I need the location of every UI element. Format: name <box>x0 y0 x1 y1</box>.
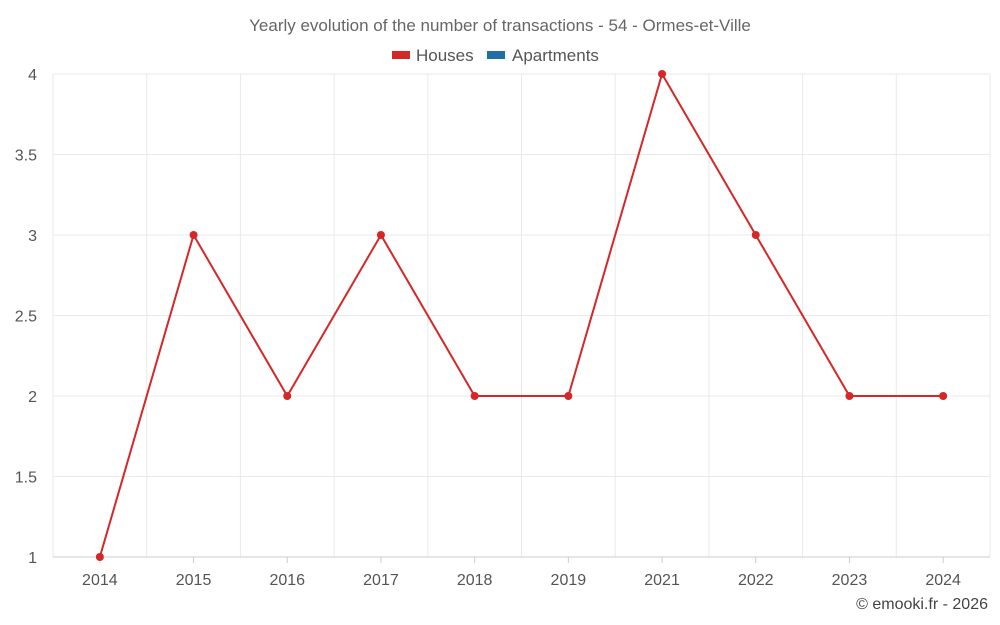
x-tick-label: 2016 <box>269 572 305 589</box>
chart-title: Yearly evolution of the number of transa… <box>249 16 751 35</box>
y-axis-ticks: 1 1.5 2 2.5 3 3.5 4 <box>15 67 37 567</box>
y-tick-label: 2 <box>28 389 37 406</box>
legend[interactable]: Houses Apartments <box>392 46 599 65</box>
legend-swatch-apartments <box>487 51 505 59</box>
y-tick-label: 1.5 <box>15 470 37 487</box>
data-point-houses[interactable] <box>95 553 104 561</box>
x-tick-label: 2023 <box>832 572 868 589</box>
x-axis-ticks: 2014 2015 2016 2017 2018 2019 2021 2022 2023 2024 <box>82 557 961 589</box>
x-tick-label: 2021 <box>644 572 680 589</box>
x-tick-label: 2017 <box>363 572 399 589</box>
data-point-houses[interactable] <box>376 231 385 239</box>
legend-item-houses[interactable]: Houses <box>392 46 474 65</box>
x-tick-label: 2022 <box>738 572 774 589</box>
data-point-houses[interactable] <box>845 392 854 400</box>
credit-text: © emooki.fr - 2026 <box>856 596 988 613</box>
x-tick-label: 2014 <box>82 572 118 589</box>
data-point-houses[interactable] <box>470 392 479 400</box>
legend-label-apartments: Apartments <box>512 46 599 65</box>
legend-swatch-houses <box>392 51 410 59</box>
y-tick-label: 2.5 <box>15 309 37 326</box>
data-point-houses[interactable] <box>564 392 573 400</box>
data-point-houses[interactable] <box>283 392 292 400</box>
y-tick-label: 3 <box>28 228 37 245</box>
legend-item-apartments[interactable]: Apartments <box>487 46 599 65</box>
y-tick-label: 3.5 <box>15 148 37 165</box>
y-tick-label: 1 <box>28 550 37 567</box>
x-tick-label: 2024 <box>925 572 961 589</box>
y-tick-label: 4 <box>28 67 37 84</box>
x-tick-label: 2015 <box>176 572 212 589</box>
data-point-houses[interactable] <box>751 231 760 239</box>
data-point-houses[interactable] <box>658 70 667 78</box>
x-tick-label: 2019 <box>551 572 587 589</box>
series <box>95 70 948 561</box>
data-point-houses[interactable] <box>939 392 948 400</box>
series-line-houses <box>98 73 944 558</box>
grid <box>52 73 991 558</box>
data-point-houses[interactable] <box>189 231 198 239</box>
x-tick-label: 2018 <box>457 572 493 589</box>
legend-label-houses: Houses <box>416 46 474 65</box>
